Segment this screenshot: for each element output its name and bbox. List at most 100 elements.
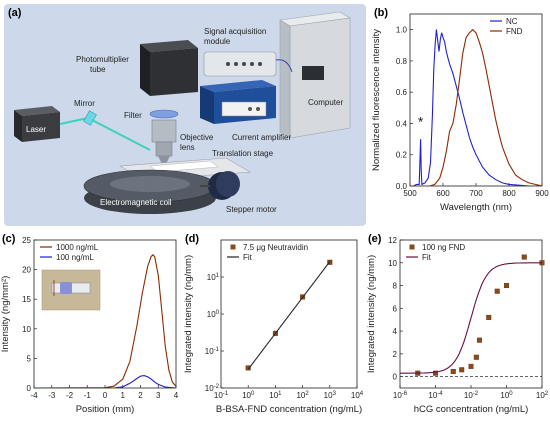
annotation-b: *: [418, 114, 424, 130]
x-tick-label-d: 101: [269, 391, 282, 400]
legend-label-c: 100 ng/mL: [56, 253, 94, 262]
y-tick-label-b: 0.8: [396, 57, 408, 66]
data-point-e: [468, 363, 474, 369]
data-point-e: [450, 368, 456, 374]
y-tick-label-b: 0.6: [396, 88, 408, 97]
legend-label-b: NC: [506, 17, 518, 26]
x-tick-label-c: -3: [48, 391, 56, 400]
x-axis-label-c: Position (mm): [76, 404, 135, 415]
y-tick-label-d: 100: [207, 310, 220, 319]
panel-d-calibration: (d)10-1 100 101 102 103 10410-210-1100101B-BS…: [183, 233, 364, 415]
signal-module-label-1: Signal acquisition: [204, 27, 266, 36]
legend-swatch-e: [409, 244, 415, 250]
computer-label: Computer: [308, 98, 343, 107]
series-line-c-1: [34, 375, 176, 388]
y-tick-label-e: 8: [393, 282, 398, 291]
data-point-e: [476, 337, 482, 343]
x-tick-label-d: 102: [296, 391, 309, 400]
em-coil-label: Electromagnetic coil: [100, 198, 172, 207]
x-tick-label-e: 10-4: [428, 391, 443, 400]
x-tick-label-b: 700: [469, 189, 483, 198]
signal-module-label-2: module: [204, 37, 231, 46]
x-tick-label-c: 4: [174, 391, 179, 400]
stepper-motor-label: Stepper motor: [226, 205, 277, 214]
panel-b-spectra: (b) 500 600 700 800 900 0.0 0.2 0.4 0.6 0.8 1.0 Wave…: [371, 7, 549, 213]
data-point-e: [486, 314, 492, 320]
x-axis-label-e: hCG concentration (ng/mL): [414, 404, 529, 415]
data-point-e: [473, 354, 479, 360]
filter-illustration: [149, 109, 179, 119]
x-tick-label-c: -1: [84, 391, 92, 400]
legend-label-b: FND: [506, 27, 523, 36]
panel-e-hcg-assay: (e) 10-6 10-4 10-2 100 102 0 2 4 6 8 10 12 hCG concen…: [366, 233, 549, 415]
y-axis-label-e: Integrated intensity (ng/mm): [366, 255, 377, 373]
legend-label-e: 100 ng FND: [422, 243, 465, 252]
y-tick-label-c: 0: [27, 384, 32, 393]
panel-b-letter: (b): [374, 7, 388, 19]
series-line-d-1: [247, 261, 331, 370]
x-tick-label-e: 10-6: [393, 391, 408, 400]
y-tick-label-c: 25: [22, 236, 31, 245]
mirror-label: Mirror: [74, 99, 95, 108]
x-tick-label-b: 900: [535, 189, 549, 198]
x-tick-label-c: -2: [66, 391, 74, 400]
panel-c-profiles: (c) -4 -3 -2 -1 0 1 2 3 4 0 5 10 15 20 25 Position (mm) I…: [0, 233, 179, 415]
x-tick-label-d: 100: [242, 391, 255, 400]
y-axis-label-c: Intensity (ng/mm²): [0, 276, 11, 353]
objective-label-1: Objective: [180, 133, 214, 142]
plot-frame-d: [220, 239, 358, 389]
laser-beam: [59, 110, 151, 151]
legend-label-d: 7.5 μg Neutravidin: [243, 243, 308, 252]
inset-photo: [41, 269, 101, 311]
x-tick-label-e: 10-2: [464, 391, 479, 400]
translation-stage-label: Translation stage: [212, 149, 274, 158]
x-tick-label-d: 104: [351, 391, 364, 400]
inset-spot: [60, 282, 72, 294]
y-tick-label-e: 4: [393, 327, 398, 336]
y-tick-label-e: 10: [388, 259, 397, 268]
stepper-motor-illustration: [200, 171, 240, 200]
plot-frame-c: [33, 239, 177, 389]
panel-a-letter: (a): [8, 7, 22, 19]
panel-a-schematic: (a) Computer Photomultiplier tube Signal…: [4, 4, 366, 226]
y-tick-label-e: 2: [393, 350, 398, 359]
series-line-b-0: [413, 29, 542, 186]
x-tick-label-b: 800: [502, 189, 516, 198]
y-tick-label-d: 101: [207, 273, 220, 282]
y-tick-label-b: 0.2: [396, 151, 408, 160]
filter-label: Filter: [124, 111, 142, 120]
panel-d-letter: (d): [185, 233, 199, 245]
y-tick-label-b: 1.0: [396, 26, 408, 35]
x-tick-label-b: 600: [436, 189, 450, 198]
x-tick-label-e: 102: [536, 391, 549, 400]
em-coil-illustration: [83, 169, 217, 214]
y-tick-label-b: 0.4: [396, 119, 408, 128]
x-tick-label-d: 10-1: [214, 391, 229, 400]
legend-swatch-d: [230, 244, 236, 250]
y-tick-label-c: 10: [22, 325, 31, 334]
data-point-e: [494, 288, 500, 294]
x-tick-label-c: -4: [30, 391, 38, 400]
y-tick-label-c: 20: [22, 266, 31, 275]
photomultiplier-label-2: tube: [90, 65, 106, 74]
panel-c-letter: (c): [2, 233, 16, 245]
data-point-d: [245, 365, 251, 371]
x-tick-label-d: 103: [324, 391, 337, 400]
data-point-e: [503, 283, 509, 289]
laser-label: Laser: [26, 125, 46, 134]
computer-illustration: [279, 11, 351, 139]
series-line-e-1: [400, 262, 542, 374]
y-tick-label-d: 10-2: [205, 384, 220, 393]
data-point-e: [459, 367, 465, 373]
y-axis-label-d: Integrated intensity (ng/mm): [183, 255, 194, 373]
data-point-e: [521, 254, 527, 260]
current-amplifier-illustration: [200, 80, 276, 124]
x-tick-label-c: 1: [121, 391, 126, 400]
y-tick-label-d: 10-1: [205, 347, 220, 356]
legend-label-c: 1000 ng/mL: [56, 243, 99, 252]
panel-e-letter: (e): [368, 233, 382, 245]
y-axis-label-b: Normalized fluorescence intensity: [371, 29, 382, 171]
y-tick-label-e: 12: [388, 236, 397, 245]
legend-label-e: Fit: [422, 253, 432, 262]
series-line-b-1: [410, 28, 542, 186]
